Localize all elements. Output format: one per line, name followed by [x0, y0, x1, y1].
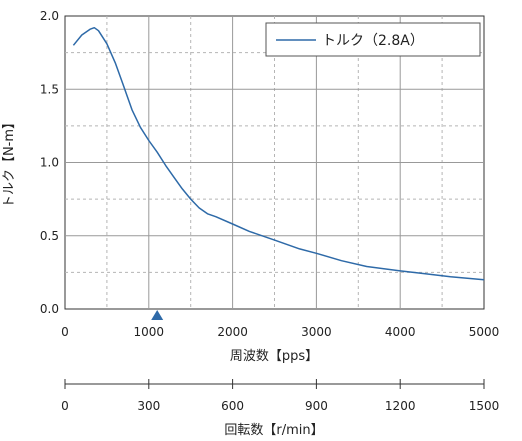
y-tick-label: 1.5	[40, 82, 59, 96]
legend: トルク（2.8A）	[265, 22, 481, 57]
y-axis-ticks: 0.0 0.5 1.0 1.5 2.0	[40, 9, 59, 316]
legend-label: トルク（2.8A）	[322, 33, 424, 49]
marker-layer	[151, 310, 164, 320]
marker-triangle	[151, 310, 164, 320]
secondary-tick-label: 900	[305, 399, 328, 413]
series-line	[72, 26, 485, 281]
y-tick-label: 1.0	[40, 156, 59, 170]
secondary-tick-label: 600	[221, 399, 244, 413]
secondary-axis-title: 回転数【r/min】	[224, 423, 323, 437]
x-axis-title: 周波数【pps】	[230, 349, 318, 364]
y-tick-label: 0.0	[40, 302, 59, 316]
x-tick-label: 4000	[385, 325, 416, 339]
grid-lines	[65, 16, 484, 309]
y-tick-label: 0.5	[40, 229, 59, 243]
y-tick-label: 2.0	[40, 9, 59, 23]
y-axis-title: トルク【N-m】	[2, 116, 17, 208]
secondary-tick-label: 0	[61, 399, 69, 413]
secondary-axis-ticks: 0 300 600 900 1200 1500	[61, 379, 499, 413]
secondary-tick-label: 300	[137, 399, 160, 413]
x-tick-label: 1000	[134, 325, 165, 339]
secondary-tick-label: 1200	[385, 399, 416, 413]
x-tick-label: 5000	[469, 325, 500, 339]
x-tick-label: 0	[61, 325, 69, 339]
series-layer	[72, 26, 485, 281]
x-tick-label: 3000	[301, 325, 332, 339]
x-tick-label: 2000	[217, 325, 248, 339]
secondary-tick-label: 1500	[469, 399, 500, 413]
x-axis-ticks: 0 1000 2000 3000 4000 5000	[61, 325, 499, 339]
